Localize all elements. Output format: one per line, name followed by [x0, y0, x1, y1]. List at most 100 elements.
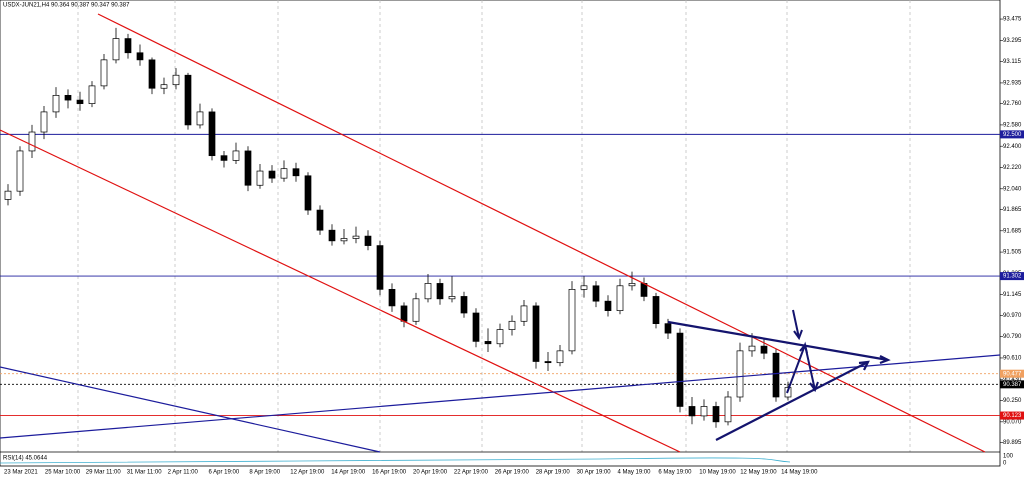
x-tick-label: 14 May 19:00: [781, 470, 818, 476]
channel-lower: [0, 129, 681, 453]
candle-body: [736, 350, 744, 398]
candle-body: [496, 329, 504, 345]
plot-frame: [0, 0, 1001, 467]
candle-body: [316, 209, 324, 231]
y-tick-label: 90.070: [1003, 419, 1022, 425]
y-tick-label: 93.475: [1003, 17, 1022, 23]
y-tick-label: 92.760: [1003, 101, 1022, 107]
arrow-head: [858, 360, 870, 371]
candle-body: [172, 74, 180, 86]
trend-line: [0, 354, 1001, 439]
candle-body: [160, 84, 168, 89]
candle-body: [520, 305, 528, 322]
price-tag-label: 90.123: [1003, 413, 1022, 419]
drawings: [0, 13, 1001, 453]
candle-body: [268, 170, 276, 179]
candle-body: [604, 300, 612, 311]
candle-body: [196, 111, 204, 126]
candle-body: [544, 361, 552, 364]
candle-body: [712, 406, 720, 423]
price-tag: [1000, 369, 1024, 378]
x-tick-label: 6 Apr 19:00: [209, 470, 240, 476]
candle-body: [616, 285, 624, 311]
candle-body: [220, 155, 228, 161]
candle-body: [148, 59, 156, 89]
candle-body: [100, 59, 108, 87]
rsi-label: RSI(14) 45.0644: [3, 456, 48, 462]
x-tick-label: 20 Apr 19:00: [413, 470, 448, 476]
x-tick-label: 2 Apr 11:00: [168, 470, 199, 476]
candle-body: [208, 111, 216, 157]
y-tick-label: 91.865: [1003, 207, 1022, 213]
price-tag-label: 90.387: [1003, 382, 1022, 388]
y-tick-label: 90.790: [1003, 334, 1022, 340]
y-tick-label: 90.430: [1003, 377, 1022, 383]
candle-body: [772, 352, 780, 398]
y-tick-label: 91.685: [1003, 228, 1022, 234]
trend-line: [0, 366, 381, 453]
triangle-bottom: [715, 361, 869, 441]
y-tick-label: 92.400: [1003, 144, 1022, 150]
candle-body: [232, 150, 240, 161]
candle-body: [340, 238, 348, 242]
candle-body: [676, 332, 684, 407]
x-tick-label: 28 Apr 19:00: [536, 470, 571, 476]
candle-body: [4, 190, 12, 200]
candle-body: [724, 396, 732, 423]
candle-body: [628, 283, 636, 287]
y-tick-label: 92.935: [1003, 81, 1022, 87]
candle-body: [700, 406, 708, 417]
candle-body: [568, 288, 576, 352]
x-tick-label: 12 Apr 19:00: [290, 470, 325, 476]
candle-body: [760, 345, 768, 354]
candle-body: [328, 229, 336, 242]
candle-body: [400, 305, 408, 322]
candle-body: [664, 323, 672, 334]
candle-body: [640, 283, 648, 297]
candle-body: [412, 298, 420, 322]
candle-body: [592, 285, 600, 302]
chart-title: USDX-JUN21,H4 90.364 90.387 90.347 90.38…: [3, 3, 130, 9]
candle-body: [184, 74, 192, 126]
price-tag: [1000, 272, 1024, 281]
candle-body: [364, 235, 372, 246]
price-tag: [1000, 411, 1024, 420]
rsi-tick-label: 0: [1003, 461, 1007, 467]
y-tick-label: 92.040: [1003, 186, 1022, 192]
candle-body: [748, 345, 756, 352]
candle-body: [28, 131, 36, 152]
candle-body: [52, 94, 60, 113]
price-tag: [1000, 380, 1024, 389]
candle-body: [556, 350, 564, 364]
axes: 93.475 93.295 93.115 92.935 92.760 92.580 92.4…: [4, 17, 1024, 476]
arrow-head: [809, 381, 819, 393]
candle-body: [112, 38, 120, 61]
candle-body: [76, 99, 84, 104]
x-tick-label: 31 Mar 11:00: [127, 470, 163, 476]
x-tick-label: 10 May 19:00: [699, 470, 736, 476]
candle-body: [352, 235, 360, 239]
y-tick-label: 90.970: [1003, 313, 1022, 319]
candle-body: [436, 283, 444, 300]
candle-body: [88, 85, 96, 104]
x-tick-label: 30 Apr 19:00: [577, 470, 612, 476]
candle-body: [580, 285, 588, 290]
arrow-head: [799, 342, 808, 354]
x-tick-label: 12 May 19:00: [740, 470, 777, 476]
y-tick-label: 90.610: [1003, 356, 1022, 362]
candle-body: [64, 94, 72, 101]
candle-body: [448, 296, 456, 300]
y-tick-label: 93.295: [1003, 38, 1022, 44]
rsi-tick-label: 100: [1003, 454, 1014, 460]
candle-body: [304, 175, 312, 211]
candle-body: [688, 406, 696, 417]
candle-body: [532, 305, 540, 362]
candle-body: [280, 168, 288, 179]
price-tag-label: 91.302: [1003, 274, 1022, 280]
candle-body: [652, 296, 660, 325]
candle-body: [16, 150, 24, 192]
x-tick-label: 6 May 19:00: [658, 470, 692, 476]
price-tag: [1000, 130, 1024, 139]
price-tag-label: 92.500: [1003, 132, 1022, 138]
